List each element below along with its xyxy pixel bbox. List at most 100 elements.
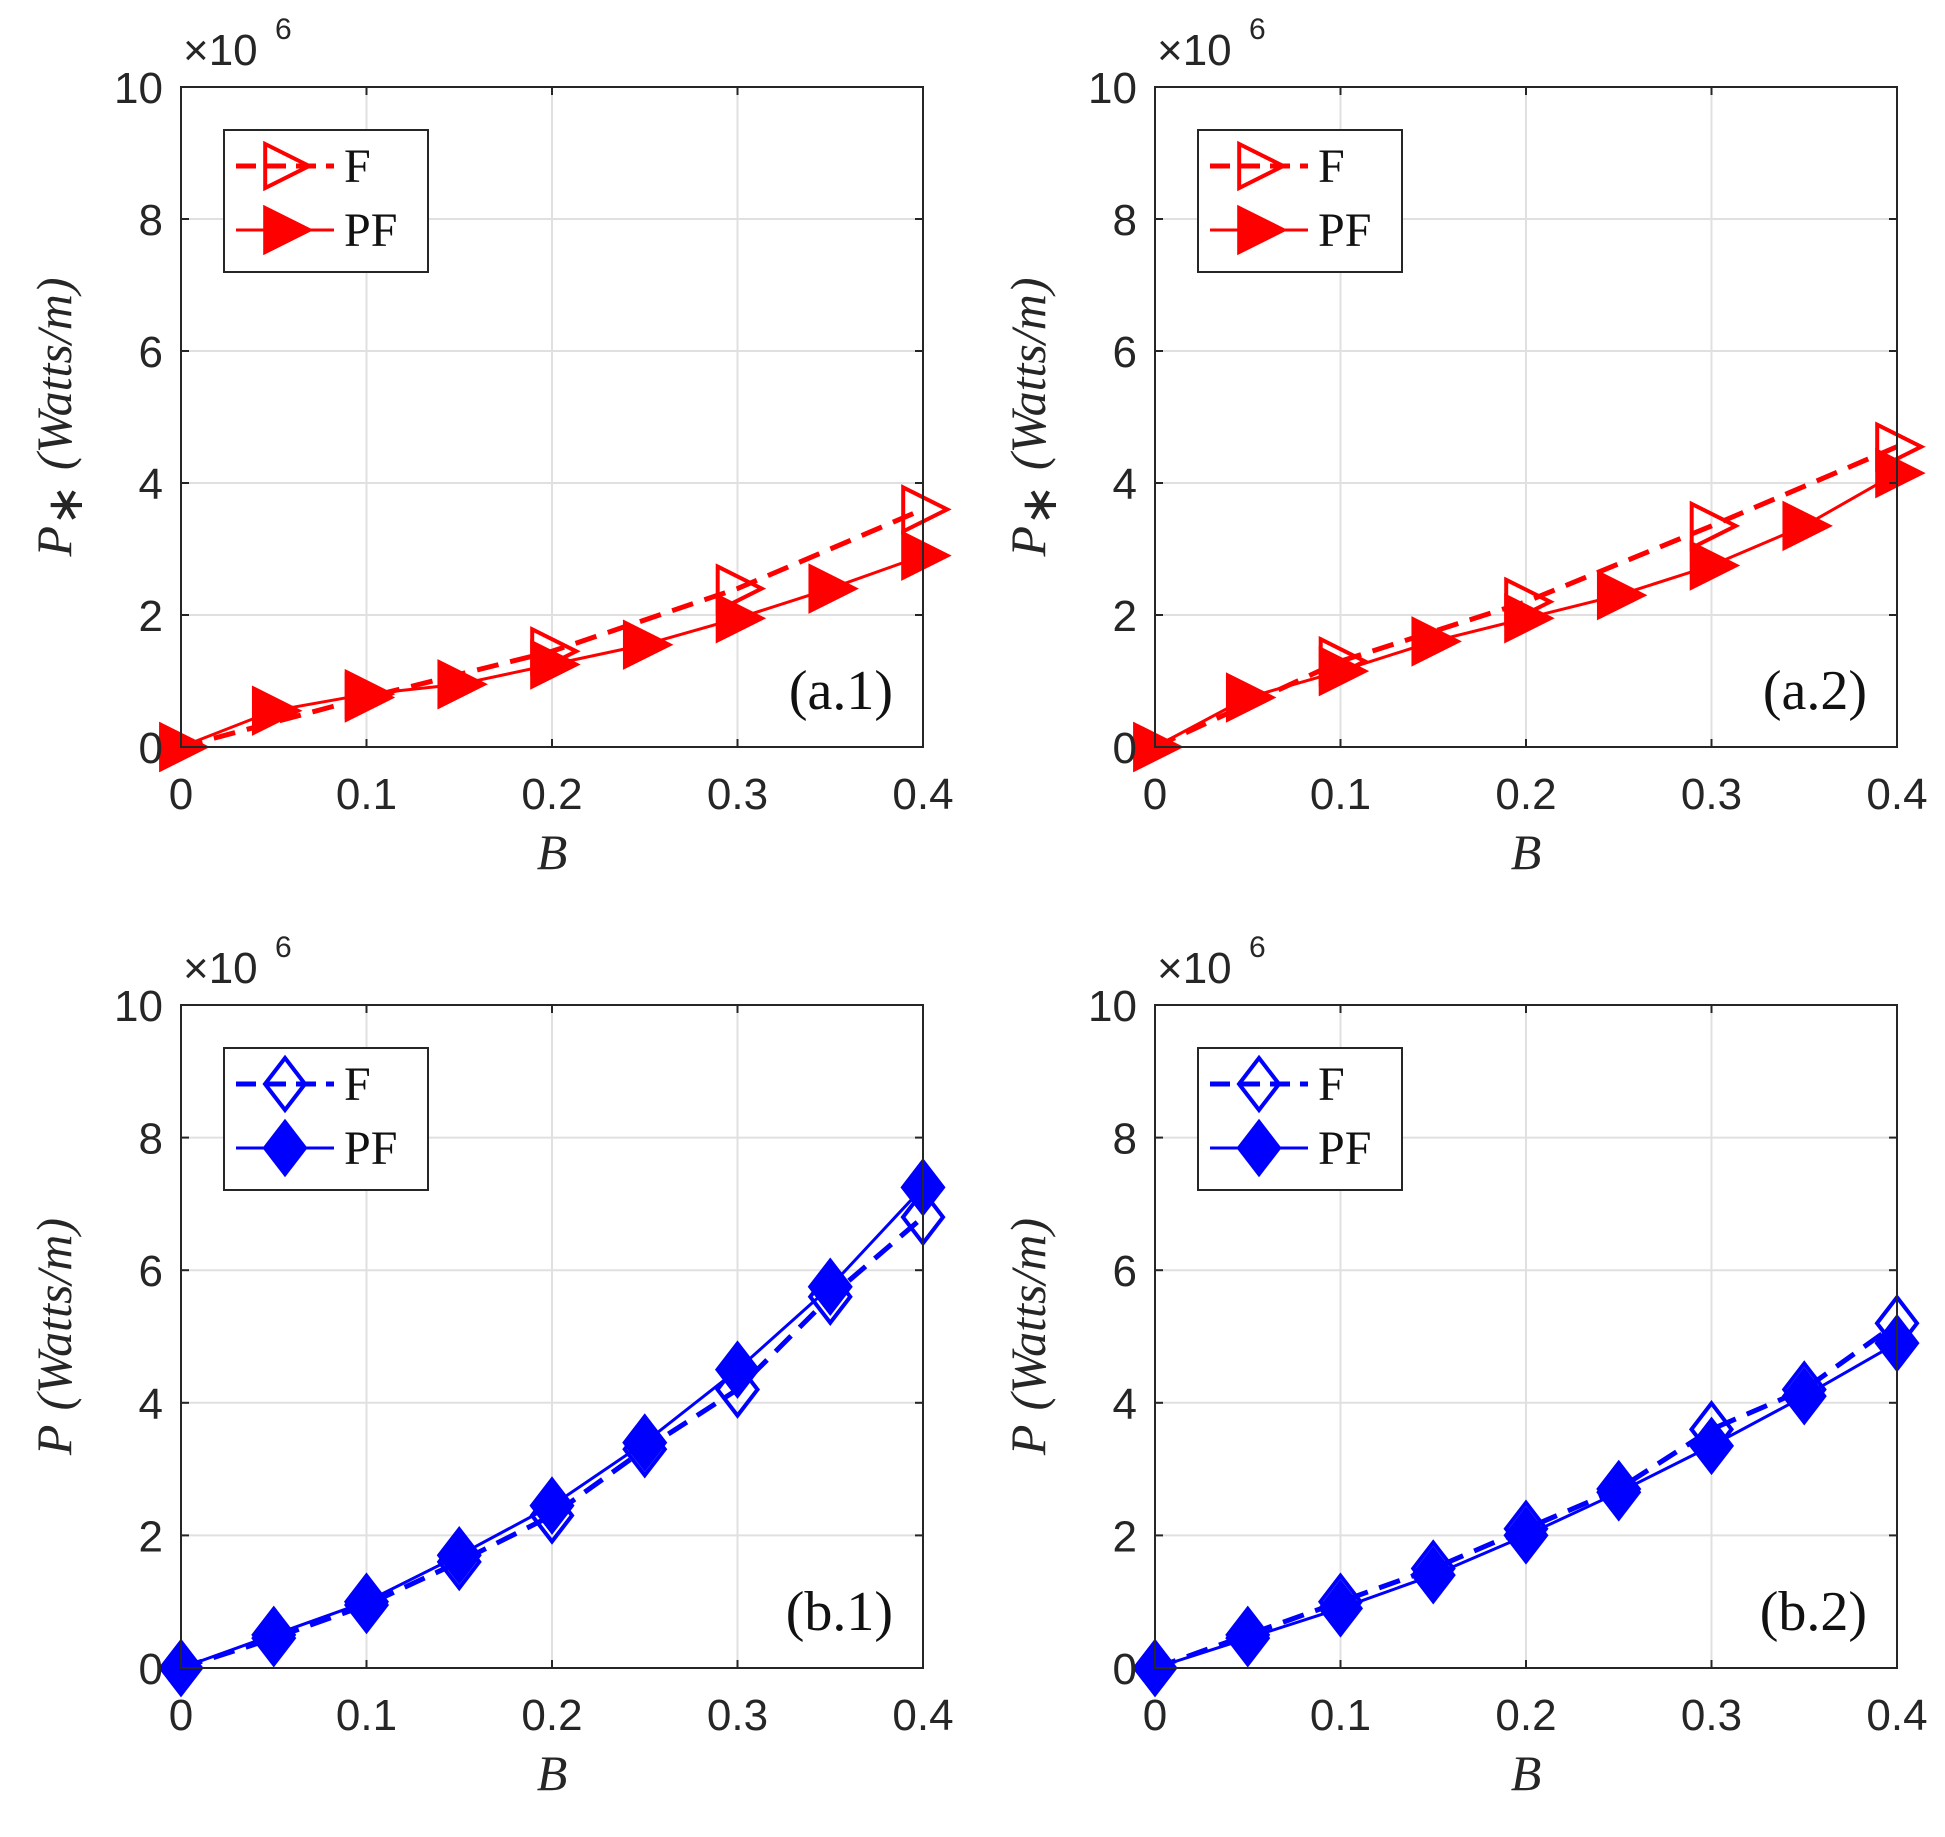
y-tick-label: 0 [139,724,163,773]
data-point-pf [714,1340,761,1399]
legend-box [223,129,429,273]
x-tick-label: 0.4 [1866,1691,1927,1740]
y-axis-label-sub: ∗ [1011,484,1067,526]
legend-label-f: F [1318,1058,1345,1111]
y-tick-label: 2 [1113,1512,1137,1561]
legend: F PF [223,129,429,273]
data-point-f [715,563,767,614]
y-tick-label: 6 [139,1247,163,1296]
x-tick-label: 0.1 [1310,1691,1371,1740]
panel-label: (a.2) [1763,660,1867,722]
x-axis-label: B [537,824,568,880]
data-point-pf [1596,569,1648,621]
data-point-pf [622,1413,668,1472]
y-tick-label: 8 [1113,196,1137,245]
y-exponent: 6 [1249,931,1266,964]
y-tick-label: 6 [139,328,163,377]
y-axis-label-var: P [26,526,82,558]
x-tick-label: 0.1 [336,1691,397,1740]
chart-panel-2: 0 0.1 0.2 0.3 0.4 0 2 4 6 8 10 ×10 6 B P∗ (Watts/m) (a.2… [1000,13,1928,880]
legend-marker-pf [262,1118,308,1178]
legend-label-f: F [344,140,371,193]
data-point-pf [344,668,396,720]
data-point-pf [1410,1545,1456,1605]
x-tick-label: 0.3 [707,1691,768,1740]
y-axis-label: P (Watts/m) [1000,1218,1056,1456]
y-exponent: 6 [1249,13,1266,46]
data-point-pf [437,659,488,710]
y-tick-label: 2 [139,1512,163,1561]
x-tick-label: 0 [169,770,193,819]
data-point-pf [1782,500,1833,552]
y-tick-label: 8 [139,1115,163,1164]
data-point-pf [1503,1506,1549,1565]
data-point-pf [808,563,859,614]
y-axis-label-unit: (Watts/m) [1000,1218,1056,1411]
legend-marker-pf [263,204,314,256]
data-point-pf [530,639,581,690]
x-tick-label: 0.2 [1495,770,1556,819]
x-tick-label: 0.4 [892,1691,953,1740]
data-point-pf [1688,1416,1735,1476]
y-axis-label: P (Watts/m) [26,1218,82,1456]
series-pf [1133,447,1926,773]
x-tick-label: 0.2 [521,1691,582,1740]
legend-label-pf: PF [1318,204,1371,257]
legend-label-f: F [344,1058,371,1111]
data-point-pf [1875,447,1926,499]
data-point-f [1689,500,1741,552]
y-exponent-base: ×10 [1157,944,1232,993]
x-tick-label: 0.2 [521,770,582,819]
y-axis-label-var: P [1000,1425,1056,1457]
data-point-pf [1225,672,1277,723]
data-point-pf [529,1476,575,1535]
data-point-pf [1318,645,1370,697]
legend-marker-f [263,140,314,192]
y-exponent: 6 [275,931,292,964]
data-point-pf [436,1526,482,1585]
data-point-pf [1317,1579,1364,1638]
y-tick-label: 10 [114,982,163,1031]
legend-box [223,1047,429,1191]
legend-box [1197,129,1403,273]
y-axis-label: P∗ (Watts/m) [26,277,93,557]
x-tick-label: 0.3 [1681,770,1742,819]
y-tick-label: 10 [1088,982,1137,1031]
x-tick-label: 0 [1143,770,1167,819]
x-tick-label: 0.4 [892,770,953,819]
data-point-pf [1689,540,1741,591]
y-tick-label: 0 [1113,1645,1137,1694]
y-tick-label: 4 [139,460,163,509]
x-axis-label: B [1511,824,1542,880]
y-tick-label: 0 [139,1645,163,1694]
legend-marker-pf [1237,204,1288,256]
legend: F PF [223,1047,429,1191]
chart-panel-3: 0 0.1 0.2 0.3 0.4 0 2 4 6 8 10 ×10 6 B P (Watts/m) (b.1)… [26,931,954,1801]
data-point-pf [1596,1463,1642,1522]
y-axis-label-sub: ∗ [37,484,93,526]
legend-label-pf: PF [344,1122,397,1175]
y-tick-label: 10 [114,64,163,113]
y-axis-label-var: P [26,1425,82,1457]
data-point-pf [1411,616,1462,667]
y-axis-label-unit: (Watts/m) [26,1218,82,1411]
data-point-pf [901,530,952,581]
y-axis-label-unit: (Watts/m) [1000,277,1056,470]
panel-label: (a.1) [789,660,893,722]
y-tick-label: 2 [139,592,163,641]
series-pf [159,530,952,773]
legend-marker-f [262,1054,308,1114]
x-tick-label: 0.4 [1866,770,1927,819]
data-point-pf [343,1572,390,1631]
data-point-pf [1504,593,1555,644]
y-tick-label: 0 [1113,724,1137,773]
data-point-f [1875,421,1926,472]
x-tick-label: 0 [169,1691,193,1740]
y-tick-label: 8 [1113,1115,1137,1164]
legend-marker-f [1237,140,1288,192]
x-axis-label: B [537,1745,568,1801]
x-tick-label: 0.1 [1310,770,1371,819]
y-tick-label: 4 [1113,1380,1137,1429]
